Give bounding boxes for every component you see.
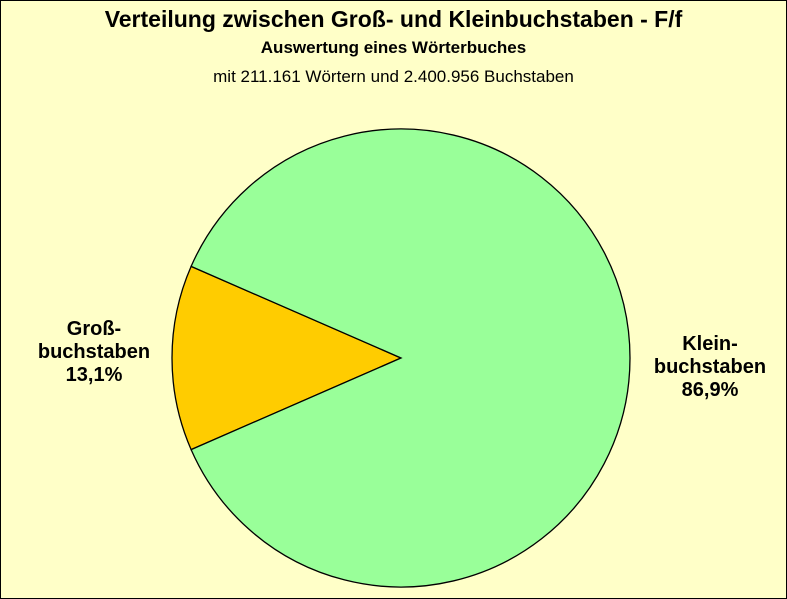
chart-subtitle: Auswertung eines Wörterbuches xyxy=(260,38,527,57)
pie-slice-1 xyxy=(190,128,631,588)
slice-label-grossbuchstaben: Groß- buchstaben 13,1% xyxy=(14,318,174,387)
slice-label-line: buchstaben xyxy=(37,341,151,363)
slice-label-line: Groß- xyxy=(66,318,122,340)
slice-label-line: Klein- xyxy=(682,333,738,355)
slice-value-label: 86,9% xyxy=(681,379,739,401)
slice-label-kleinbuchstaben: Klein- buchstaben 86,9% xyxy=(630,333,787,402)
slice-value-label: 13,1% xyxy=(65,364,123,386)
chart-note: mit 211.161 Wörtern und 2.400.956 Buchst… xyxy=(213,67,574,86)
slice-label-line: buchstaben xyxy=(653,356,767,378)
chart-title: Verteilung zwischen Groß- und Kleinbuchs… xyxy=(104,6,683,32)
pie-slice-0 xyxy=(171,265,403,451)
